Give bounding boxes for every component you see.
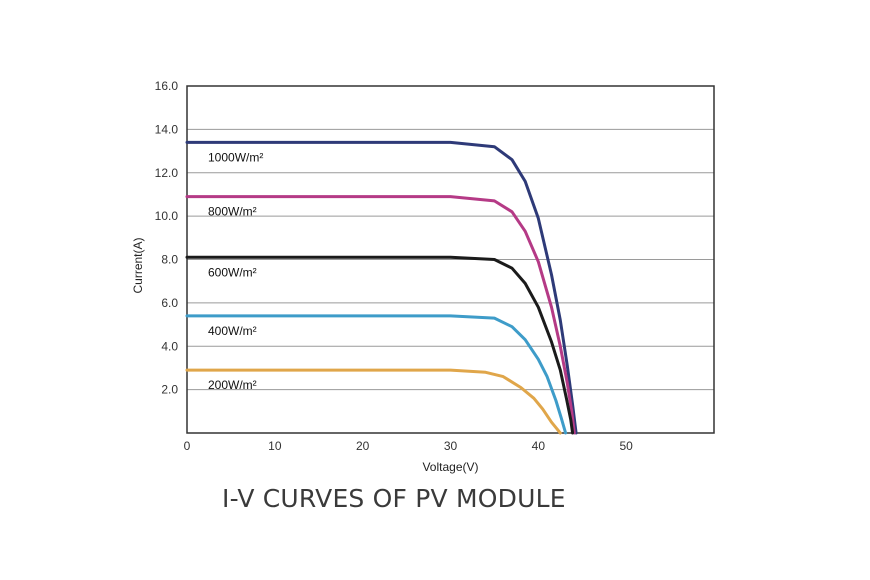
x-tick-label: 10 [268, 439, 282, 453]
y-tick-label: 16.0 [155, 79, 179, 93]
x-tick-label: 50 [619, 439, 633, 453]
x-tick-label: 30 [444, 439, 458, 453]
series-label-0: 1000W/m² [208, 150, 263, 164]
curve-series-2 [185, 255, 575, 435]
y-tick-label: 14.0 [155, 122, 179, 136]
gridlines [187, 128, 714, 391]
y-tick-label: 4.0 [161, 339, 178, 353]
curve-series-3 [185, 314, 568, 435]
x-tick-label: 40 [532, 439, 546, 453]
y-tick-label: 6.0 [161, 296, 178, 310]
curve-series-1 [185, 195, 576, 435]
plot-area-frame [186, 85, 715, 434]
curve-series-4 [185, 368, 562, 435]
y-tick-label: 10.0 [155, 209, 179, 223]
x-tick-label: 20 [356, 439, 370, 453]
series-label-3: 400W/m² [208, 324, 257, 338]
x-axis-ticks: 0 10 20 30 40 50 [184, 439, 634, 453]
y-axis-ticks: 2.0 4.0 6.0 8.0 10.0 12.0 14.0 16.0 [155, 79, 179, 397]
series-label-1: 800W/m² [208, 205, 257, 219]
curve-series-group [185, 140, 578, 435]
y-tick-label: 2.0 [161, 383, 178, 397]
x-tick-label: 0 [184, 439, 191, 453]
series-label-4: 200W/m² [208, 378, 257, 392]
y-tick-label: 8.0 [161, 253, 178, 267]
series-label-2: 600W/m² [208, 265, 257, 279]
curve-series-0 [185, 140, 578, 435]
x-axis-label: Voltage(V) [422, 460, 478, 474]
y-tick-label: 12.0 [155, 166, 179, 180]
y-axis-label: Current(A) [131, 237, 145, 293]
series-labels: 1000W/m² 800W/m² 600W/m² 400W/m² 200W/m² [208, 150, 263, 392]
chart-caption: I-V CURVES OF PV MODULE [222, 484, 566, 513]
